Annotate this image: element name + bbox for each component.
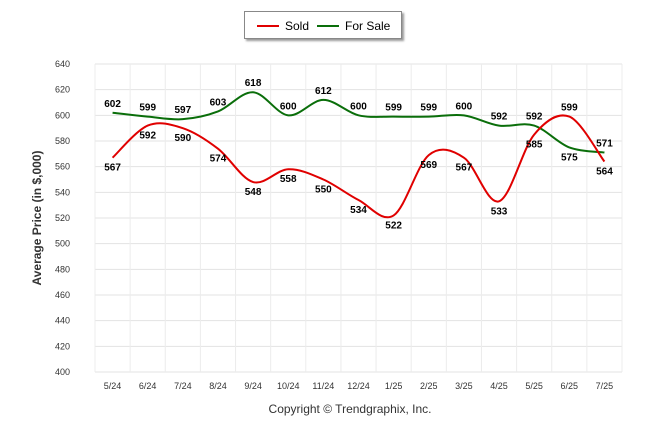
x-tick-label: 3/25: [455, 381, 473, 391]
y-tick-label: 540: [55, 187, 70, 197]
x-tick-label: 10/24: [277, 381, 300, 391]
legend-item-for-sale[interactable]: For Sale: [317, 19, 390, 33]
y-tick-label: 420: [55, 341, 70, 351]
y-tick-label: 440: [55, 316, 70, 326]
data-label-sold: 569: [420, 160, 437, 171]
data-label-sold: 590: [174, 133, 191, 144]
legend-swatch-for-sale: [317, 25, 339, 27]
series-group: [111, 91, 606, 219]
x-tick-label: 12/24: [347, 381, 370, 391]
data-label-for-sale: 599: [139, 103, 156, 114]
data-label-for-sale: 599: [385, 103, 402, 114]
legend-item-sold[interactable]: Sold: [257, 19, 309, 33]
x-tick-label: 6/24: [139, 381, 157, 391]
data-label-sold: 592: [139, 131, 156, 142]
data-label-for-sale: 600: [350, 101, 367, 112]
y-axis-label: Average Price (in $,000): [30, 151, 44, 286]
data-label-for-sale: 599: [420, 103, 437, 114]
y-tick-label: 640: [55, 59, 70, 69]
data-label-sold: 567: [104, 163, 121, 174]
legend-label-sold: Sold: [285, 19, 310, 33]
y-axis: 400 420 440 460 480 500 520 540 560 580 600 620 640: [55, 59, 70, 377]
data-label-sold: 585: [526, 140, 543, 151]
x-tick-label: 7/24: [174, 381, 192, 391]
y-tick-label: 600: [55, 110, 70, 120]
data-label-for-sale: 612: [315, 86, 332, 97]
data-label-for-sale: 600: [280, 101, 297, 112]
data-label-for-sale: 602: [104, 99, 121, 110]
x-tick-label: 1/25: [385, 381, 403, 391]
y-tick-label: 520: [55, 213, 70, 223]
x-tick-label: 6/25: [561, 381, 579, 391]
data-label-sold: 574: [210, 154, 227, 165]
y-tick-label: 400: [55, 367, 70, 377]
data-label-for-sale: 603: [210, 97, 227, 108]
data-label-sold: 522: [385, 220, 402, 231]
data-label-sold: 567: [456, 163, 473, 174]
legend-label-for-sale: For Sale: [345, 19, 391, 33]
data-label-for-sale: 597: [174, 105, 191, 116]
data-label-sold: 533: [491, 206, 508, 217]
data-label-sold: 564: [596, 167, 613, 178]
data-label-for-sale: 618: [245, 78, 262, 89]
x-tick-label: 5/24: [104, 381, 122, 391]
y-tick-label: 480: [55, 264, 70, 274]
x-axis: 5/24 6/24 7/24 8/24 9/24 10/24 11/24 12/24 1/25 2…: [104, 381, 613, 391]
y-tick-label: 580: [55, 136, 70, 146]
data-label-for-sale: 571: [596, 139, 613, 150]
data-label-sold: 534: [350, 205, 367, 216]
grid: [94, 63, 623, 373]
x-tick-label: 2/25: [420, 381, 438, 391]
y-tick-label: 460: [55, 290, 70, 300]
x-tick-label: 11/24: [312, 381, 334, 391]
copyright-text: Copyright © Trendgraphix, Inc.: [268, 402, 432, 416]
data-label-for-sale: 575: [561, 152, 578, 163]
x-tick-label: 9/24: [244, 381, 262, 391]
series-line-for-sale: [112, 91, 605, 154]
x-tick-label: 7/25: [596, 381, 614, 391]
y-tick-label: 560: [55, 162, 70, 172]
legend-swatch-sold: [257, 25, 279, 27]
series-line-sold: [111, 114, 606, 219]
data-label-for-sale: 600: [456, 101, 473, 112]
data-label-for-sale: 592: [491, 112, 508, 123]
data-label-sold: 550: [315, 185, 332, 196]
y-tick-label: 620: [55, 85, 70, 95]
data-label-sold: 599: [561, 103, 578, 114]
data-label-for-sale: 592: [526, 112, 543, 123]
x-tick-label: 5/25: [525, 381, 543, 391]
x-tick-label: 8/24: [209, 381, 227, 391]
y-tick-label: 500: [55, 239, 70, 249]
data-label-sold: 558: [280, 174, 297, 185]
legend: Sold For Sale: [244, 11, 402, 39]
data-label-sold: 548: [245, 187, 262, 198]
data-labels: 567 592 590 574 548 558 550 534 522 569 567 533 585 5…: [104, 78, 613, 231]
x-tick-label: 4/25: [490, 381, 508, 391]
